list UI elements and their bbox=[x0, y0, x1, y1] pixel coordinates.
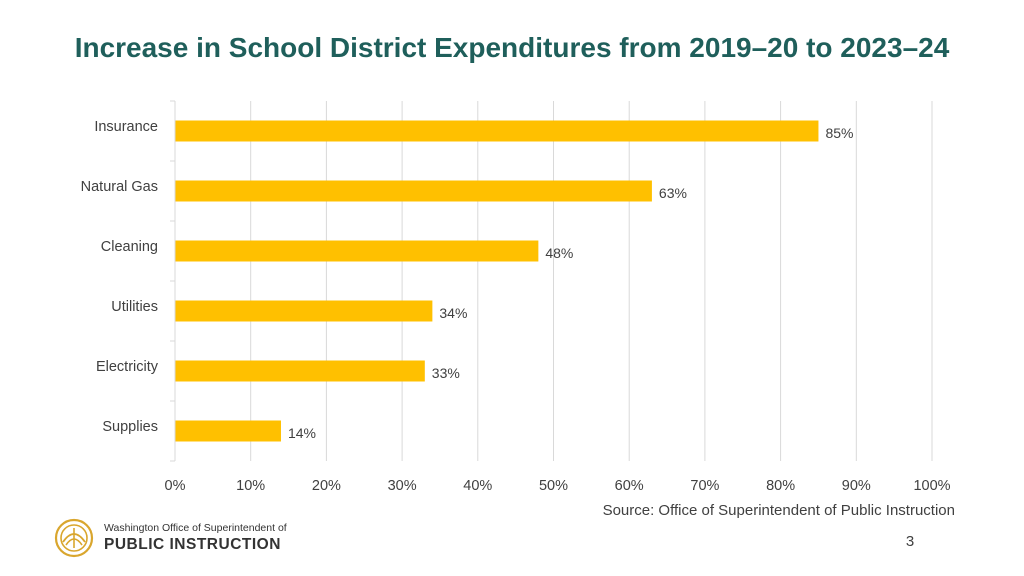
value-label-insurance: 85% bbox=[825, 125, 853, 141]
category-label-natural-gas: Natural Gas bbox=[81, 179, 158, 195]
category-label-utilities: Utilities bbox=[111, 299, 158, 315]
x-tick-label-20: 20% bbox=[312, 478, 341, 494]
value-label-cleaning: 48% bbox=[545, 245, 573, 261]
bar-insurance bbox=[175, 120, 819, 142]
bar-natural-gas bbox=[175, 180, 652, 202]
value-label-utilities: 34% bbox=[439, 305, 467, 321]
x-tick-label-40: 40% bbox=[463, 478, 492, 494]
logo-line-1: Washington Office of Superintendent of bbox=[104, 522, 287, 534]
ospi-emblem-icon bbox=[54, 518, 94, 558]
bar-cleaning bbox=[175, 240, 539, 262]
source-note: Source: Office of Superintendent of Publ… bbox=[602, 502, 955, 519]
category-label-electricity: Electricity bbox=[96, 359, 159, 375]
bar-utilities bbox=[175, 300, 433, 322]
x-tick-label-70: 70% bbox=[690, 478, 719, 494]
value-label-electricity: 33% bbox=[432, 365, 460, 381]
category-label-cleaning: Cleaning bbox=[101, 239, 158, 255]
logo-line-2: PUBLIC INSTRUCTION bbox=[104, 536, 281, 553]
x-tick-label-50: 50% bbox=[539, 478, 568, 494]
chart-title: Increase in School District Expenditures… bbox=[74, 32, 950, 63]
bar-supplies bbox=[175, 420, 281, 442]
x-tick-label-30: 30% bbox=[388, 478, 417, 494]
x-tick-label-0: 0% bbox=[165, 478, 186, 494]
x-tick-label-100: 100% bbox=[913, 478, 950, 494]
x-tick-label-10: 10% bbox=[236, 478, 265, 494]
category-label-insurance: Insurance bbox=[94, 119, 158, 135]
ospi-logo: Washington Office of Superintendent of P… bbox=[54, 518, 287, 558]
value-label-supplies: 14% bbox=[288, 425, 316, 441]
x-tick-label-80: 80% bbox=[766, 478, 795, 494]
bar-electricity bbox=[175, 360, 425, 382]
category-label-supplies: Supplies bbox=[102, 419, 158, 435]
x-tick-label-90: 90% bbox=[842, 478, 871, 494]
page-number: 3 bbox=[905, 533, 915, 550]
value-label-natural-gas: 63% bbox=[659, 185, 687, 201]
x-tick-label-60: 60% bbox=[615, 478, 644, 494]
